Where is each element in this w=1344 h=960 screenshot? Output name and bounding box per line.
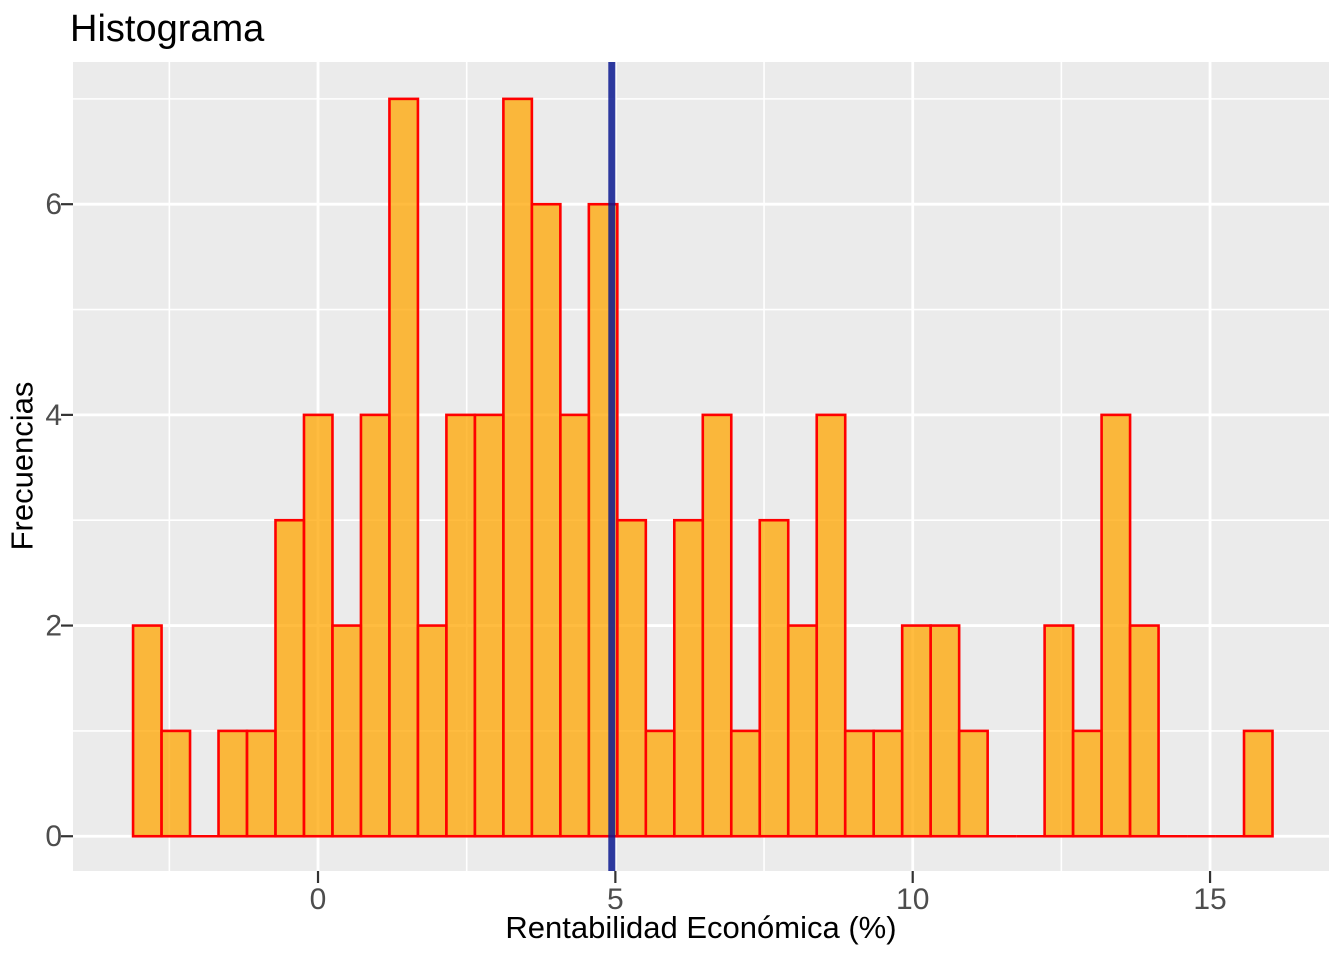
histogram-bar — [929, 624, 961, 838]
histogram-bar — [1071, 729, 1103, 838]
histogram-bar — [1043, 624, 1075, 838]
histogram-bar — [843, 729, 875, 838]
histogram-bar — [416, 624, 448, 838]
histogram-bar — [1128, 624, 1160, 838]
histogram-bar — [331, 624, 363, 838]
x-tick-label: 10 — [896, 883, 929, 916]
histogram-bar — [245, 729, 277, 838]
x-tick-label: 5 — [607, 883, 624, 916]
histogram-bar — [274, 518, 306, 838]
y-axis-title: Frecuencias — [4, 381, 40, 551]
histogram-bar — [445, 413, 477, 838]
histogram-bar — [900, 624, 932, 838]
histogram-bar — [502, 97, 534, 838]
x-tick-label: 0 — [310, 883, 327, 916]
y-tick-label: 6 — [45, 188, 62, 221]
histogram-bar — [302, 413, 334, 838]
histogram-bar — [559, 413, 591, 838]
x-axis-title: Rentabilidad Económica (%) — [505, 910, 897, 945]
y-tick-label: 4 — [45, 399, 62, 432]
histogram-bar — [872, 729, 904, 838]
histogram-bar — [1100, 413, 1132, 838]
histogram-bar — [729, 729, 762, 838]
histogram-bar — [160, 729, 192, 838]
histogram-bar — [672, 518, 705, 838]
y-tick-label: 0 — [45, 820, 62, 853]
histogram-bar — [131, 624, 163, 838]
histogram-bar — [701, 413, 733, 838]
histogram-bar — [758, 518, 790, 838]
histogram-bar — [957, 729, 989, 838]
histogram-bar — [786, 624, 819, 838]
histogram-bar — [388, 97, 420, 838]
x-tick-label: 15 — [1193, 883, 1226, 916]
histogram-bar — [1242, 729, 1274, 838]
y-tick-label: 2 — [45, 610, 62, 643]
histogram-bar — [616, 518, 648, 838]
histogram-bar — [815, 413, 847, 838]
histogram-bar — [473, 413, 505, 838]
histogram-bar — [359, 413, 391, 838]
histogram-bar — [530, 202, 562, 838]
histogram-bar — [217, 729, 249, 838]
histogram-bar — [644, 729, 676, 838]
mean-vline — [608, 62, 616, 871]
chart-title: Histograma — [70, 8, 265, 50]
